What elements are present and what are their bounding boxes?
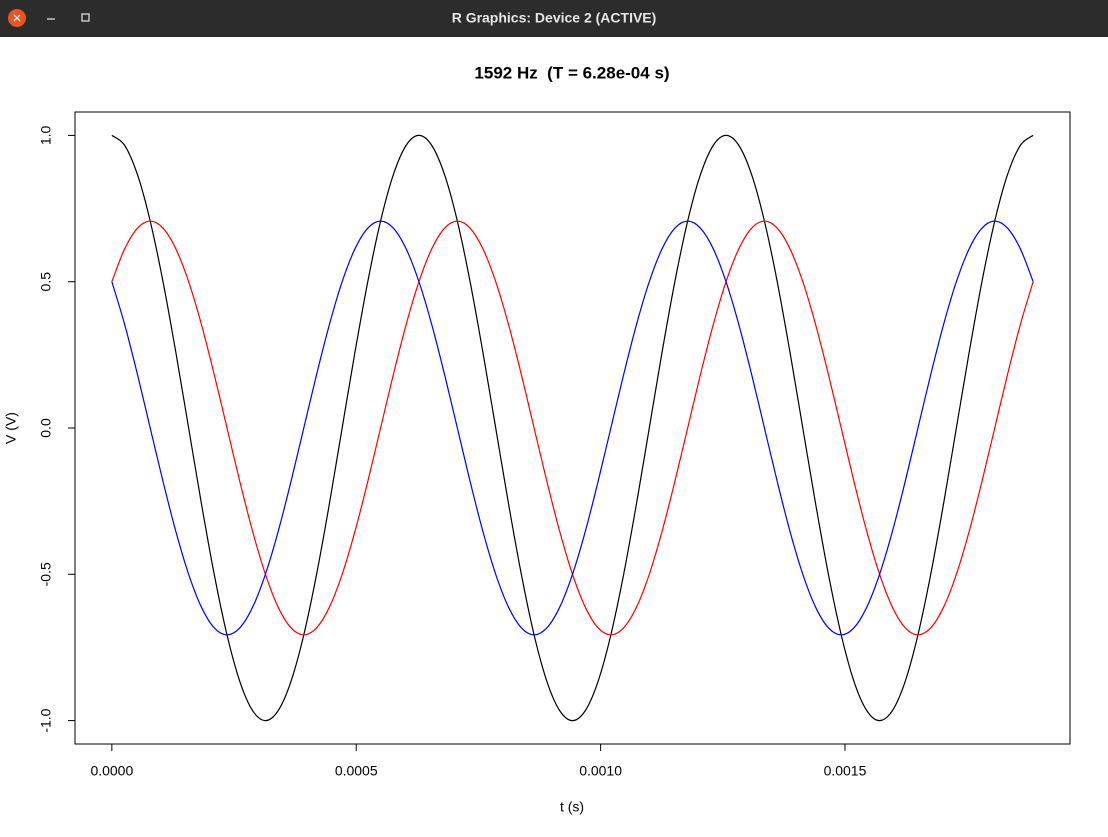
y-tick-label: 0.0: [38, 418, 54, 438]
x-tick-label: 0.0000: [90, 763, 133, 779]
x-tick-label: 0.0015: [824, 763, 867, 779]
x-tick-label: 0.0005: [335, 763, 378, 779]
series-line: [111, 134, 1034, 722]
window-title: R Graphics: Device 2 (ACTIVE): [452, 10, 657, 26]
close-icon: [13, 14, 21, 22]
maximize-button[interactable]: [81, 13, 90, 22]
y-tick-label: -0.5: [38, 562, 54, 586]
y-tick-label: 1.0: [38, 125, 54, 145]
x-tick-label: 0.0010: [579, 763, 622, 779]
series-line: [111, 220, 1034, 636]
chart-title: 1592 Hz (T = 6.28e-04 s): [474, 63, 669, 82]
y-tick-label: -1.0: [38, 708, 54, 732]
y-tick-label: 0.5: [38, 272, 54, 292]
title-bar: [0, 0, 1108, 37]
y-axis-label: V (V): [3, 412, 19, 444]
x-axis-label: t (s): [560, 799, 584, 815]
